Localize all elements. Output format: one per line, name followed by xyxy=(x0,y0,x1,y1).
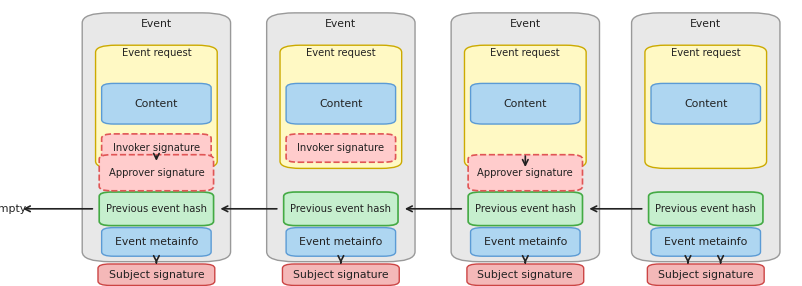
FancyBboxPatch shape xyxy=(451,13,599,262)
Text: Previous event hash: Previous event hash xyxy=(475,204,576,214)
Text: Event metainfo: Event metainfo xyxy=(299,237,383,247)
Text: Event: Event xyxy=(326,19,356,29)
Text: Event metainfo: Event metainfo xyxy=(664,237,747,247)
FancyBboxPatch shape xyxy=(464,45,586,168)
Text: Subject signature: Subject signature xyxy=(658,270,754,280)
FancyBboxPatch shape xyxy=(651,84,760,124)
Text: Content: Content xyxy=(135,99,178,109)
Text: Previous event hash: Previous event hash xyxy=(655,204,756,214)
FancyBboxPatch shape xyxy=(645,45,767,168)
Text: Subject signature: Subject signature xyxy=(108,270,205,280)
Text: Event request: Event request xyxy=(122,48,191,58)
FancyBboxPatch shape xyxy=(471,228,580,256)
FancyBboxPatch shape xyxy=(651,228,760,256)
Text: Invoker signature: Invoker signature xyxy=(298,143,384,153)
FancyBboxPatch shape xyxy=(98,264,215,285)
Text: Content: Content xyxy=(684,99,727,109)
FancyBboxPatch shape xyxy=(99,192,213,226)
FancyBboxPatch shape xyxy=(468,155,582,191)
Text: Previous event hash: Previous event hash xyxy=(106,204,207,214)
FancyBboxPatch shape xyxy=(649,192,763,226)
FancyBboxPatch shape xyxy=(467,264,584,285)
FancyBboxPatch shape xyxy=(102,134,211,162)
FancyBboxPatch shape xyxy=(468,192,582,226)
FancyBboxPatch shape xyxy=(83,13,231,262)
FancyBboxPatch shape xyxy=(266,13,415,262)
Text: Subject signature: Subject signature xyxy=(477,270,573,280)
Text: Event: Event xyxy=(141,19,172,29)
FancyBboxPatch shape xyxy=(284,192,398,226)
Text: Event metainfo: Event metainfo xyxy=(484,237,567,247)
FancyBboxPatch shape xyxy=(280,45,402,168)
Text: Approver signature: Approver signature xyxy=(108,168,205,178)
FancyBboxPatch shape xyxy=(286,134,395,162)
FancyBboxPatch shape xyxy=(286,84,395,124)
FancyBboxPatch shape xyxy=(286,228,395,256)
Text: Event: Event xyxy=(691,19,721,29)
Text: Event request: Event request xyxy=(671,48,740,58)
FancyBboxPatch shape xyxy=(95,45,217,168)
Text: Empty: Empty xyxy=(0,204,27,214)
Text: Event: Event xyxy=(510,19,541,29)
Text: Content: Content xyxy=(319,99,363,109)
FancyBboxPatch shape xyxy=(647,264,764,285)
FancyBboxPatch shape xyxy=(282,264,399,285)
Text: Invoker signature: Invoker signature xyxy=(113,143,200,153)
FancyBboxPatch shape xyxy=(471,84,580,124)
Text: Previous event hash: Previous event hash xyxy=(290,204,391,214)
Text: Event request: Event request xyxy=(306,48,375,58)
Text: Event request: Event request xyxy=(491,48,560,58)
Text: Event metainfo: Event metainfo xyxy=(115,237,198,247)
FancyBboxPatch shape xyxy=(102,228,211,256)
FancyBboxPatch shape xyxy=(631,13,780,262)
Text: Approver signature: Approver signature xyxy=(477,168,573,178)
FancyBboxPatch shape xyxy=(102,84,211,124)
Text: Content: Content xyxy=(504,99,547,109)
Text: Subject signature: Subject signature xyxy=(293,270,389,280)
FancyBboxPatch shape xyxy=(99,155,213,191)
